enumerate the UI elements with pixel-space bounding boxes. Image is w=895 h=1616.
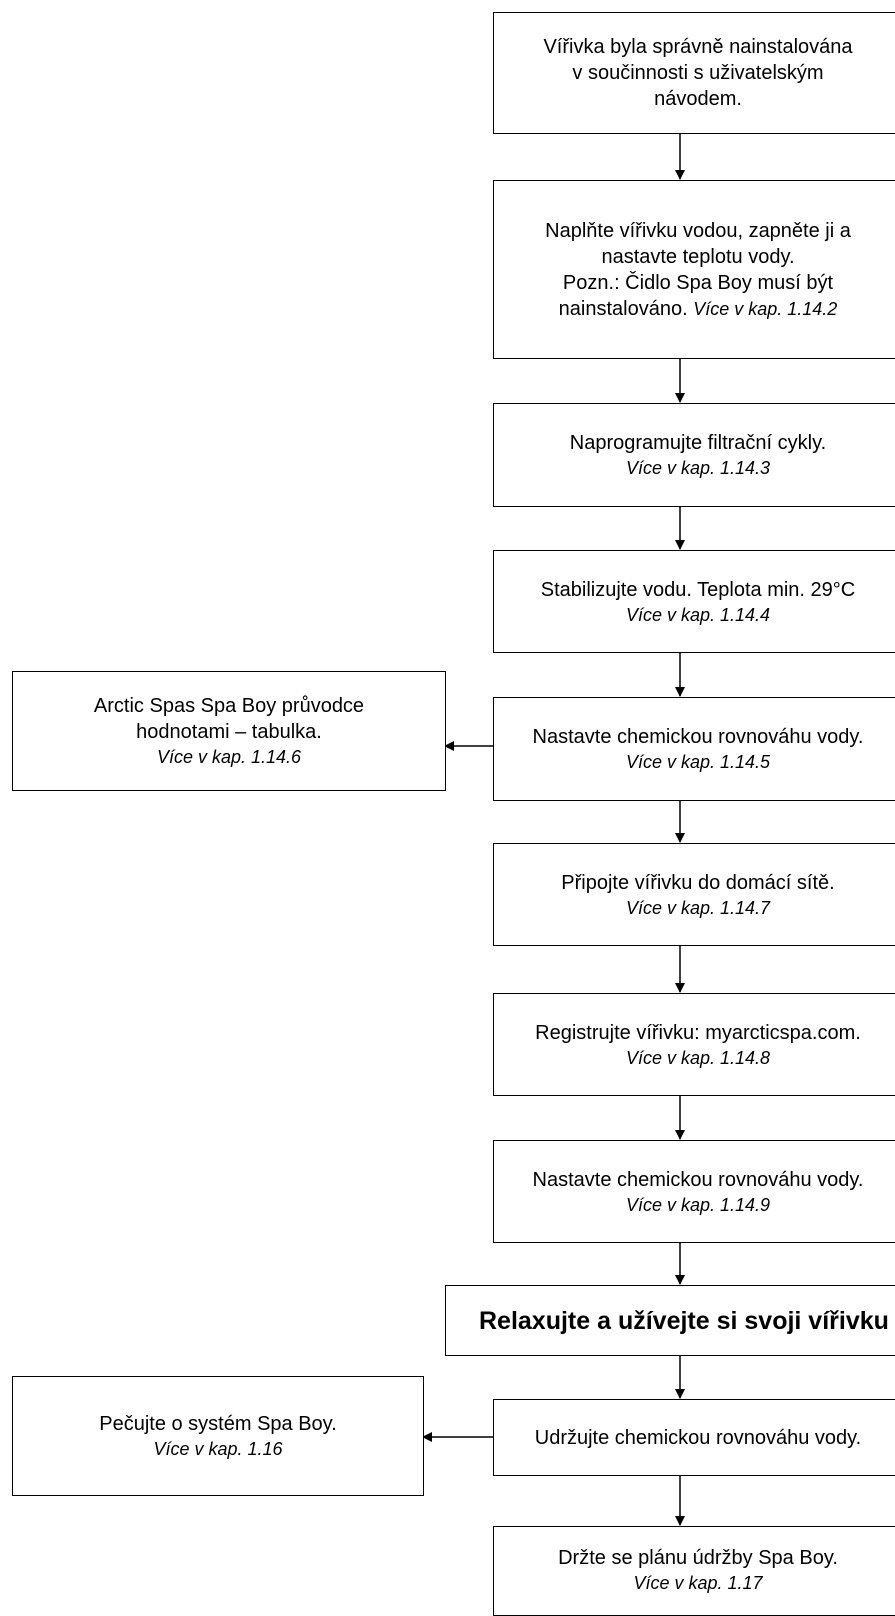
step-schedule-text: Držte se plánu údržby Spa Boy. <box>558 1547 838 1569</box>
step-maintain-text: Udržujte chemickou rovnováhu vody. <box>534 1426 862 1449</box>
step-relax: Relaxujte a užívejte si svoji vířivku <box>445 1285 895 1356</box>
step-filter: Naprogramujte filtrační cykly. Více v ka… <box>493 403 895 507</box>
step-register-text: Registrujte vířivku: myarcticspa.com. <box>535 1021 861 1044</box>
step-connect-text: Připojte vířivku do domácí sítě. <box>561 871 835 894</box>
side-guide-ref: Více v kap. 1.14.6 <box>156 747 302 767</box>
step-stabilize: Stabilizujte vodu. Teplota min. 29°C Víc… <box>493 550 895 653</box>
step-fill-line-2: nastavte teplotu vody. <box>601 245 795 268</box>
step-connect: Připojte vířivku do domácí sítě. Více v … <box>493 843 895 946</box>
step-schedule: Držte se plánu údržby Spa Boy. Více v ka… <box>493 1526 895 1616</box>
step-installed: Vířivka byla správně nainstalována v sou… <box>493 12 895 134</box>
step-installed-line-2: v součinnosti s uživatelským <box>572 62 824 84</box>
step-installed-line-1: Vířivka byla správně nainstalována <box>543 36 853 58</box>
side-guide-line-2: hodnotami – tabulka. <box>136 721 322 743</box>
step-stabilize-text: Stabilizujte vodu. Teplota min. 29°C <box>540 578 856 601</box>
side-guide: Arctic Spas Spa Boy průvodce hodnotami –… <box>12 671 446 791</box>
step-fill-last-line: nainstalováno. <box>558 297 688 320</box>
step-connect-ref: Více v kap. 1.14.7 <box>625 897 771 918</box>
step-relax-text: Relaxujte a užívejte si svoji vířivku <box>479 1306 889 1335</box>
step-chem1-ref: Více v kap. 1.14.5 <box>625 752 771 772</box>
side-guide-line-1: Arctic Spas Spa Boy průvodce <box>93 695 365 717</box>
step-chem1-text: Nastavte chemickou rovnováhu vody. <box>532 726 864 748</box>
step-fill-line-4: nainstalováno. Více v kap. 1.14.2 <box>559 296 838 322</box>
side-care-ref: Více v kap. 1.16 <box>153 1439 283 1459</box>
step-maintain: Udržujte chemickou rovnováhu vody. <box>493 1399 895 1476</box>
step-fill-ref: Více v kap. 1.14.2 <box>693 298 838 319</box>
step-fill-line-1: Naplňte vířivku vodou, zapněte ji a <box>545 219 851 242</box>
side-care-text: Pečujte o systém Spa Boy. <box>99 1413 337 1435</box>
step-schedule-ref: Více v kap. 1.17 <box>633 1573 763 1593</box>
step-chem2: Nastavte chemickou rovnováhu vody. Více … <box>493 1140 895 1243</box>
step-register-ref: Více v kap. 1.14.8 <box>625 1047 771 1068</box>
step-fill-line-3: Pozn.: Čidlo Spa Boy musí být <box>562 271 834 294</box>
step-register: Registrujte vířivku: myarcticspa.com. Ví… <box>493 993 895 1096</box>
step-chem2-ref: Více v kap. 1.14.9 <box>625 1194 771 1215</box>
step-fill: Naplňte vířivku vodou, zapněte ji a nast… <box>493 180 895 359</box>
step-filter-ref: Více v kap. 1.14.3 <box>625 458 771 478</box>
side-care: Pečujte o systém Spa Boy. Více v kap. 1.… <box>12 1376 424 1496</box>
step-stabilize-ref: Více v kap. 1.14.4 <box>625 604 771 625</box>
step-chem2-text: Nastavte chemickou rovnováhu vody. <box>532 1168 864 1191</box>
step-chem1: Nastavte chemickou rovnováhu vody. Více … <box>493 697 895 801</box>
step-installed-line-3: návodem. <box>654 88 742 110</box>
step-filter-text: Naprogramujte filtrační cykly. <box>569 432 827 454</box>
